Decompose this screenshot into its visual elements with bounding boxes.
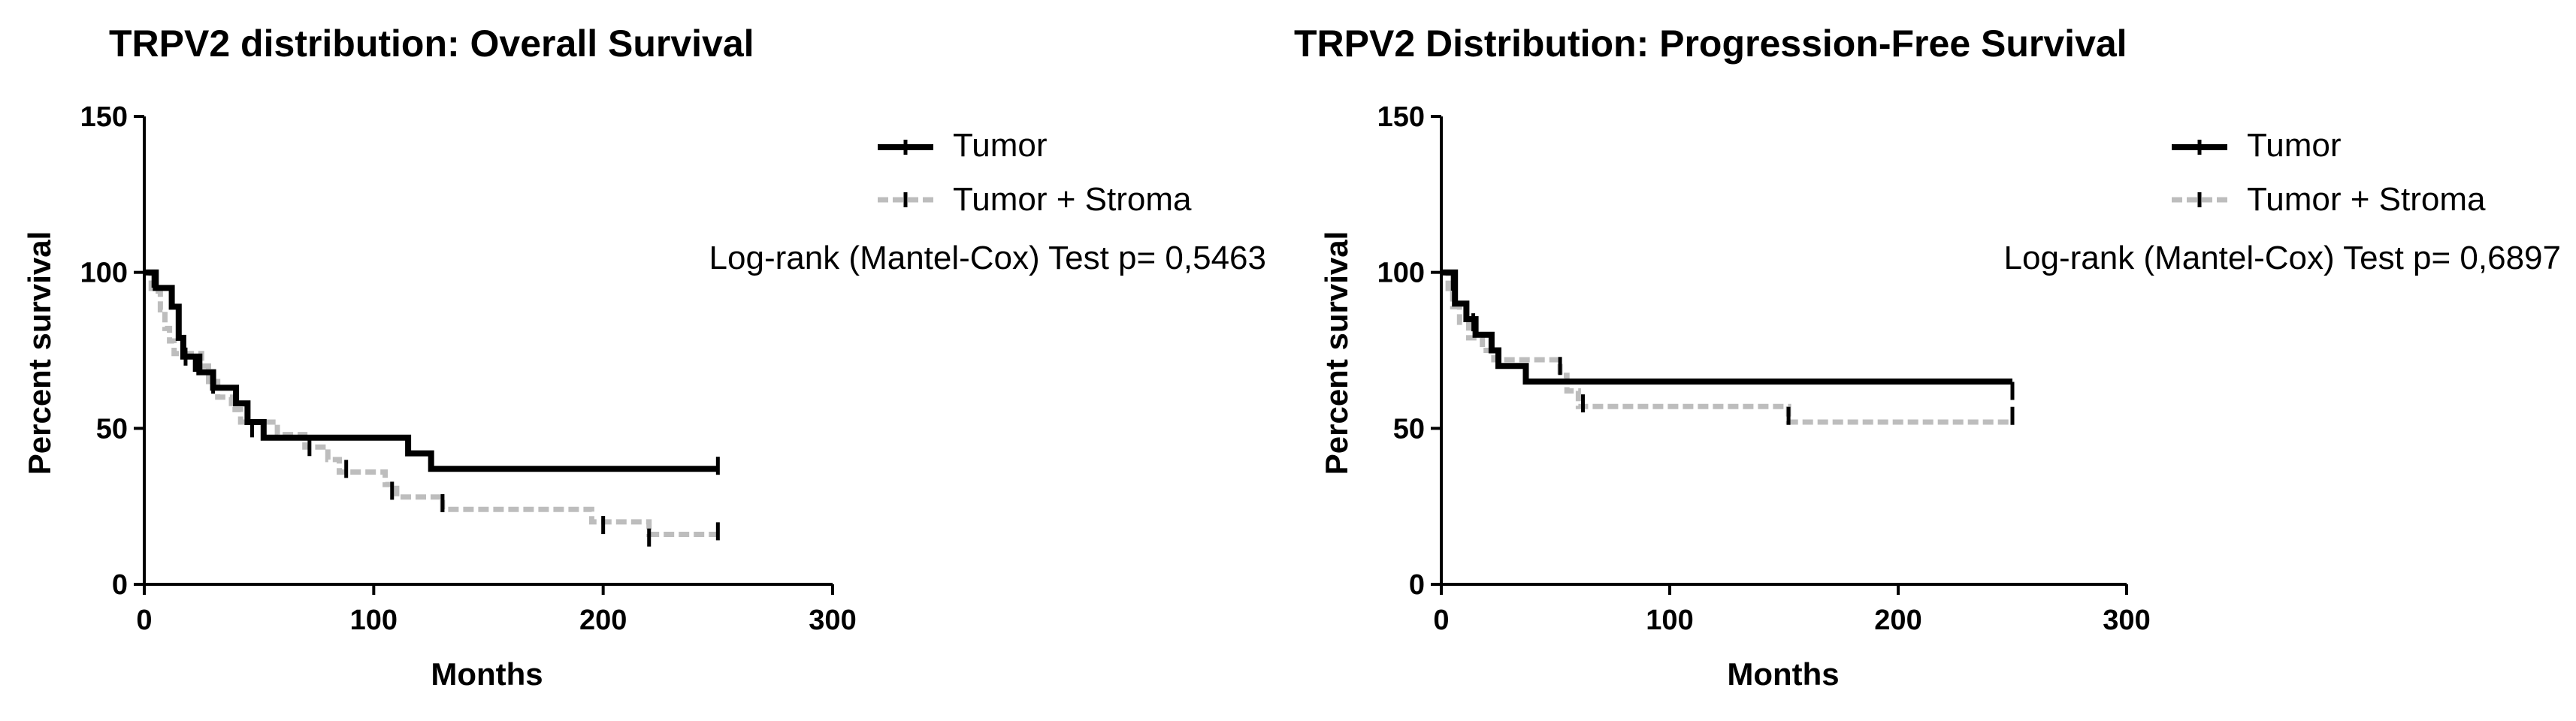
y-tick-label: 100 — [1377, 258, 1425, 289]
x-tick-label: 0 — [1433, 605, 1449, 636]
x-tick-label: 100 — [350, 605, 398, 636]
y-tick-label: 50 — [1393, 413, 1425, 445]
x-tick-label: 300 — [809, 605, 856, 636]
x-tick-label: 0 — [136, 605, 152, 636]
plot-area: 0 100 200 300 0 50 100 150 — [1377, 101, 2227, 636]
panel-overall-survival: TRPV2 distribution: Overall Survival Per… — [22, 23, 1266, 692]
x-tick-label: 200 — [579, 605, 627, 636]
x-tick-label: 300 — [2103, 605, 2150, 636]
legend-label-tumor: Tumor — [953, 127, 1048, 164]
legend-label-tumor-stroma: Tumor + Stroma — [2247, 181, 2486, 218]
series-line-tumor-stroma — [1441, 270, 2012, 425]
y-tick-label: 100 — [80, 258, 128, 289]
series-line-tumor-stroma — [144, 270, 718, 537]
y-tick-label: 50 — [96, 413, 128, 445]
logrank-annotation: Log-rank (Mantel-Cox) Test p= 0,6897 — [2004, 240, 2561, 276]
logrank-annotation: Log-rank (Mantel-Cox) Test p= 0,5463 — [709, 240, 1266, 276]
chart-title: TRPV2 Distribution: Progression-Free Sur… — [1294, 23, 2127, 65]
plot-area: 0 100 200 300 0 50 100 150 — [80, 101, 933, 636]
x-axis-label: Months — [431, 656, 543, 692]
panel-progression-free-survival: TRPV2 Distribution: Progression-Free Sur… — [1294, 23, 2561, 692]
x-axis-label: Months — [1727, 656, 1839, 692]
x-tick-label: 200 — [1874, 605, 1921, 636]
y-tick-label: 0 — [1409, 569, 1425, 601]
y-tick-label: 0 — [112, 569, 128, 601]
chart-title: TRPV2 distribution: Overall Survival — [109, 23, 754, 65]
x-tick-label: 100 — [1646, 605, 1693, 636]
y-tick-label: 150 — [80, 101, 128, 133]
y-axis-label: Percent survival — [1319, 231, 1354, 475]
series-line-tumor — [1441, 269, 2012, 385]
y-tick-label: 150 — [1377, 101, 1425, 133]
series-line-tumor — [144, 269, 718, 472]
y-axis-label: Percent survival — [22, 231, 57, 475]
legend-label-tumor-stroma: Tumor + Stroma — [953, 181, 1192, 218]
legend-label-tumor: Tumor — [2247, 127, 2342, 164]
